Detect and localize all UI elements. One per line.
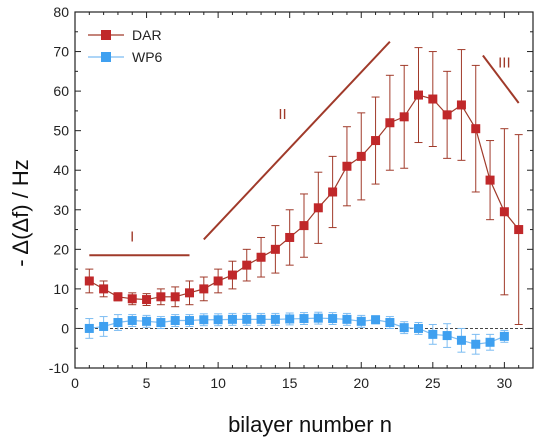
dar-point bbox=[514, 225, 524, 235]
dar-point bbox=[471, 124, 481, 134]
wp6-point bbox=[499, 331, 509, 341]
wp6-point bbox=[442, 331, 452, 341]
dar-point bbox=[185, 288, 194, 298]
wp6-point bbox=[399, 323, 409, 333]
legend: DAR WP6 bbox=[88, 27, 163, 65]
dar-point bbox=[199, 284, 209, 294]
y-tick-label: 0 bbox=[61, 320, 69, 336]
dar-point bbox=[313, 203, 323, 213]
dar-point bbox=[256, 252, 266, 262]
dar-point bbox=[127, 294, 137, 304]
dar-point bbox=[485, 175, 495, 185]
wp6-point bbox=[313, 313, 323, 323]
wp6-point bbox=[270, 314, 280, 324]
y-tick-label: 20 bbox=[53, 241, 69, 257]
wp6-point bbox=[342, 314, 352, 324]
dar-point bbox=[270, 244, 280, 254]
series-dar bbox=[84, 47, 524, 325]
wp6-point bbox=[414, 323, 423, 333]
wp6-point bbox=[471, 339, 481, 349]
region-line-3 bbox=[482, 54, 520, 104]
dar-point bbox=[371, 136, 381, 146]
wp6-point bbox=[213, 315, 223, 325]
legend-wp6-label: WP6 bbox=[132, 49, 163, 65]
y-tick-label: 80 bbox=[53, 4, 69, 20]
wp6-point bbox=[84, 323, 94, 333]
wp6-point bbox=[199, 315, 209, 325]
region-label-1: I bbox=[130, 228, 134, 245]
wp6-point bbox=[371, 315, 381, 325]
wp6-point bbox=[127, 316, 137, 326]
y-tick-label: -10 bbox=[49, 360, 69, 376]
dar-point bbox=[156, 292, 166, 302]
wp6-point bbox=[156, 318, 166, 328]
legend-dar-label: DAR bbox=[132, 27, 162, 43]
x-tick-label: 0 bbox=[71, 375, 79, 391]
x-tick-label: 10 bbox=[210, 375, 226, 391]
y-tick-label: 60 bbox=[53, 83, 69, 99]
dar-point bbox=[442, 110, 452, 120]
legend-dar-marker bbox=[101, 30, 111, 40]
dar-point bbox=[242, 260, 252, 270]
wp6-point bbox=[285, 314, 295, 324]
y-tick-label: 50 bbox=[53, 123, 69, 139]
wp6-point bbox=[299, 314, 309, 324]
dar-point bbox=[342, 161, 352, 171]
dar-point bbox=[356, 151, 366, 161]
wp6-point bbox=[185, 316, 194, 326]
wp6-point bbox=[142, 316, 152, 326]
wp6-point bbox=[113, 318, 123, 328]
x-tick-label: 25 bbox=[425, 375, 441, 391]
dar-point bbox=[84, 276, 94, 286]
dar-point bbox=[99, 284, 109, 294]
dar-point bbox=[299, 221, 309, 231]
wp6-point bbox=[485, 337, 495, 347]
dar-point bbox=[227, 270, 237, 280]
wp6-point bbox=[256, 314, 266, 324]
y-tick-label: 40 bbox=[53, 162, 69, 178]
x-tick-label: 20 bbox=[353, 375, 369, 391]
dar-point bbox=[113, 292, 123, 302]
dar-point bbox=[456, 100, 466, 110]
series-wp6 bbox=[84, 311, 509, 355]
dar-point bbox=[399, 112, 409, 122]
x-tick-label: 5 bbox=[143, 375, 151, 391]
wp6-point bbox=[170, 316, 180, 326]
wp6-point bbox=[99, 321, 109, 331]
legend-wp6-marker bbox=[101, 52, 111, 62]
wp6-line bbox=[89, 317, 505, 345]
dar-point bbox=[428, 94, 438, 104]
x-tick-label: 30 bbox=[497, 375, 513, 391]
wp6-point bbox=[242, 314, 252, 324]
wp6-point bbox=[227, 314, 237, 324]
wp6-point bbox=[328, 314, 338, 324]
region-label-3: III bbox=[498, 54, 511, 71]
x-axis-title: bilayer number n bbox=[228, 412, 392, 437]
y-axis-title: - Δ(Δf) / Hz bbox=[8, 159, 33, 267]
dar-point bbox=[285, 232, 295, 242]
x-tick-label: 15 bbox=[282, 375, 298, 391]
dar-point bbox=[499, 207, 509, 217]
dar-point bbox=[328, 187, 338, 197]
wp6-point bbox=[356, 316, 366, 326]
wp6-point bbox=[456, 335, 466, 345]
dar-point bbox=[170, 292, 180, 302]
region-label-2: II bbox=[278, 106, 286, 123]
y-tick-label: 30 bbox=[53, 202, 69, 218]
dar-point bbox=[385, 118, 395, 128]
dar-point bbox=[213, 276, 223, 286]
wp6-point bbox=[428, 329, 438, 339]
region-line-2 bbox=[203, 40, 391, 241]
dar-point bbox=[414, 90, 423, 100]
wp6-point bbox=[385, 318, 395, 328]
y-tick-label: 10 bbox=[53, 281, 69, 297]
dar-point bbox=[142, 295, 152, 305]
y-tick-label: 70 bbox=[53, 44, 69, 60]
